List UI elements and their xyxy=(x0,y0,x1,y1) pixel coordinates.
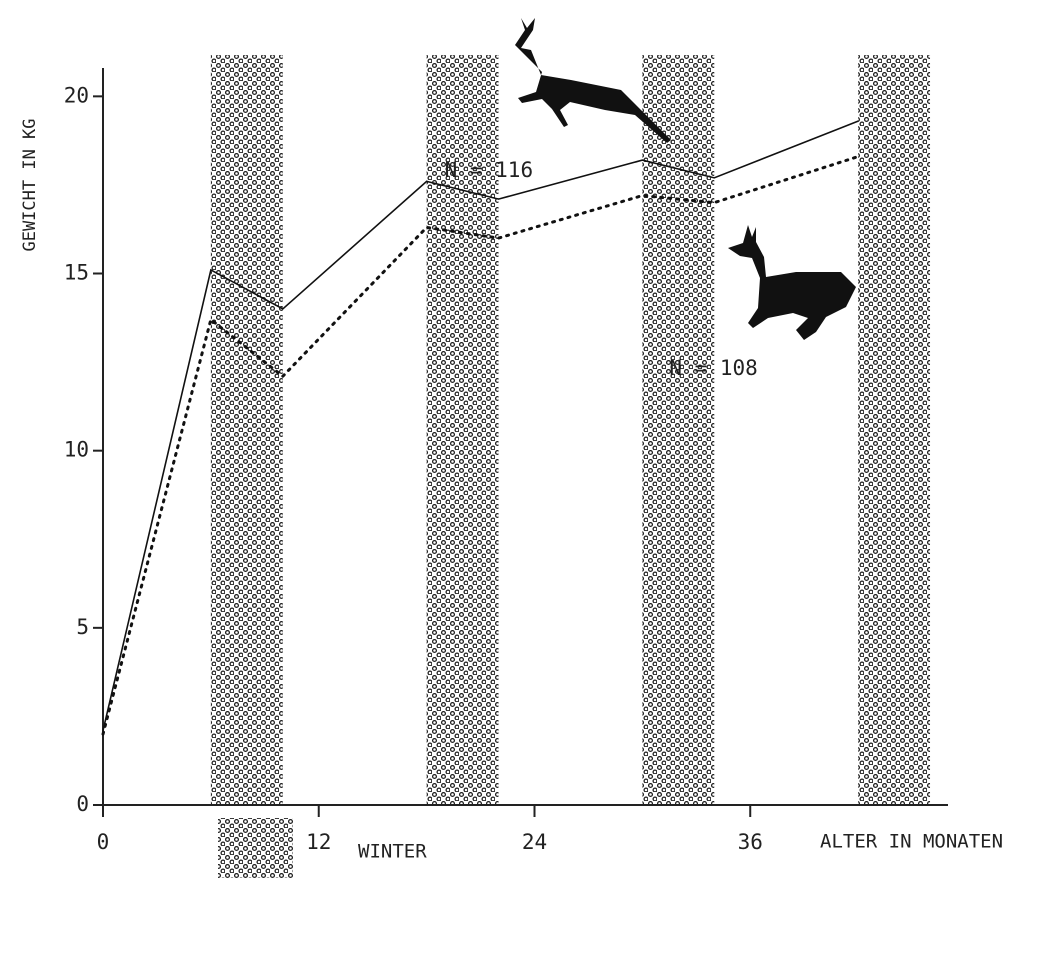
legend-label: WINTER xyxy=(358,841,427,863)
annotation: N = 108 xyxy=(669,356,758,380)
y-tick-label: 10 xyxy=(64,438,89,462)
y-axis-label: GEWICHT IN KG xyxy=(20,118,40,251)
y-tick-label: 20 xyxy=(64,83,89,107)
x-tick-label: 36 xyxy=(738,830,763,854)
x-tick-label: 0 xyxy=(97,830,110,854)
x-axis-label: ALTER IN MONATEN xyxy=(820,831,1003,853)
doe-silhouette xyxy=(728,225,856,340)
y-tick-label: 0 xyxy=(76,792,89,816)
annotation: N = 116 xyxy=(445,158,534,182)
chart: GEWICHT IN KG ALTER IN MONATEN WINTER 0 5… xyxy=(0,0,1063,959)
legend-swatch xyxy=(218,818,293,878)
winter-band xyxy=(211,55,283,805)
x-tick-label: 24 xyxy=(522,830,547,854)
y-tick-label: 15 xyxy=(64,261,89,285)
winter-band xyxy=(642,55,714,805)
y-tick-label: 5 xyxy=(76,615,89,639)
x-tick-label: 12 xyxy=(306,830,331,854)
winter-band xyxy=(858,55,930,805)
